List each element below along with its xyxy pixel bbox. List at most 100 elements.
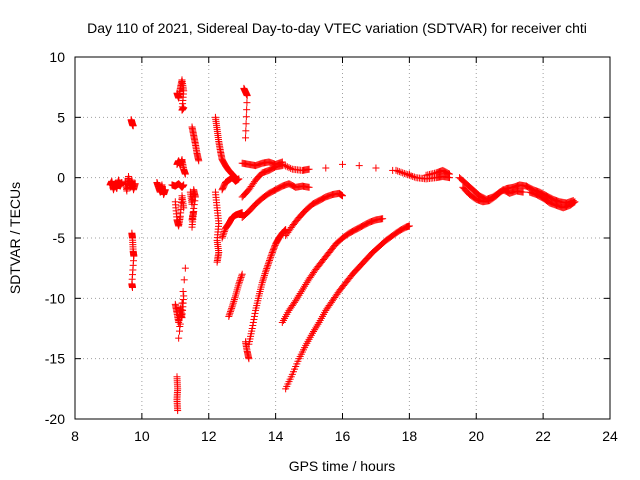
data-point (174, 407, 182, 415)
series-arc-9.7-lower (128, 229, 138, 291)
series-cluster-9.6 (121, 172, 139, 195)
series-arc-12.5-rise (218, 209, 246, 242)
series-arc-13.1-rise (225, 270, 246, 320)
data-point (405, 171, 413, 179)
data-point (235, 175, 243, 183)
y-axis-label: SDTVAR / TECUs (7, 182, 23, 294)
data-point (262, 268, 270, 276)
series-cluster-10.5 (153, 178, 169, 199)
data-point (308, 329, 316, 337)
data-point (293, 295, 301, 303)
data-point (235, 280, 243, 288)
y-tick-label: 10 (49, 49, 65, 65)
data-point (407, 172, 415, 180)
data-point (228, 303, 236, 311)
data-point (355, 162, 363, 170)
data-point (287, 164, 295, 172)
data-point (228, 304, 236, 312)
data-point (268, 250, 276, 258)
y-tick-label: 0 (57, 170, 65, 186)
series-arc-11.6-up (188, 123, 203, 165)
y-tick-label: -5 (53, 230, 66, 246)
data-point (236, 277, 244, 285)
data-point (180, 292, 188, 300)
data-point (571, 198, 579, 206)
data-point (220, 229, 228, 237)
data-point (248, 325, 256, 332)
data-point (218, 234, 226, 242)
data-point (175, 334, 183, 342)
data-point (242, 120, 250, 128)
data-point (181, 170, 189, 178)
data-point (259, 275, 267, 283)
data-point (297, 288, 305, 296)
data-point (301, 282, 309, 290)
data-point (161, 186, 169, 194)
series-arc-13.1-neg-low (242, 338, 253, 363)
x-tick-label: 22 (535, 428, 551, 444)
data-point (305, 183, 313, 191)
series-arc-13.2-high (238, 162, 286, 201)
data-point (230, 297, 238, 305)
y-tick-label: -10 (45, 290, 65, 306)
data-point (178, 306, 186, 314)
series-arc-12.4-mid (218, 174, 243, 194)
data-point (213, 258, 221, 266)
data-point (238, 270, 246, 278)
data-point (177, 311, 185, 319)
series-arc-12.2 (211, 113, 239, 182)
series-arc-18-band (392, 166, 453, 183)
data-point (266, 255, 274, 263)
data-point (395, 168, 403, 176)
data-point (180, 104, 188, 112)
data-point (399, 169, 407, 177)
data-point (220, 228, 228, 236)
x-tick-label: 16 (335, 428, 351, 444)
data-point (237, 275, 245, 283)
series-arc-11.1-mid (173, 156, 189, 178)
data-point (178, 299, 186, 307)
data-point (294, 293, 302, 301)
series-arc-20.2 (459, 183, 527, 206)
data-point (225, 311, 233, 319)
data-point (191, 197, 199, 205)
data-point (372, 164, 380, 172)
x-tick-label: 20 (468, 428, 484, 444)
data-point (242, 134, 250, 142)
data-point (180, 204, 188, 212)
data-point (249, 318, 257, 326)
y-tick-label: -15 (45, 351, 65, 367)
data-point (263, 265, 271, 273)
data-point (283, 163, 291, 171)
data-point (410, 173, 418, 181)
data-point (397, 168, 405, 176)
data-point (219, 232, 227, 240)
data-point (305, 165, 313, 173)
data-point (392, 166, 400, 174)
data-point (237, 273, 245, 281)
data-point (260, 271, 268, 279)
y-tick-label: 5 (57, 109, 65, 125)
series-arc-13.2-rise (245, 226, 290, 348)
x-tick-label: 8 (71, 428, 79, 444)
series-arc-13.1-up (240, 84, 251, 142)
data-point (570, 198, 578, 206)
x-tick-label: 24 (602, 428, 618, 444)
data-point (259, 277, 267, 285)
data-point (298, 286, 306, 294)
y-tick-label: -20 (45, 411, 65, 427)
data-point (242, 113, 250, 121)
x-tick-label: 12 (201, 428, 217, 444)
x-tick-label: 10 (134, 428, 150, 444)
data-point (195, 157, 203, 165)
data-point (311, 326, 319, 334)
data-point (310, 328, 318, 336)
data-point (405, 222, 413, 230)
data-point (264, 260, 272, 268)
data-point (190, 201, 198, 209)
series-arc-11.05-bottom (173, 373, 182, 415)
data-point (250, 315, 258, 323)
data-point (231, 294, 239, 302)
tick-layer: 8 10 12 14 16 18 20 22 24 -20 -15 -10 -5 0 5 10 (45, 49, 618, 444)
